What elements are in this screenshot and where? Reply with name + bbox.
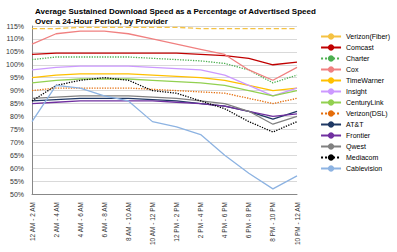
svg-text:55%: 55% <box>10 178 24 185</box>
svg-text:80%: 80% <box>10 113 24 120</box>
svg-text:4 PM - 6 PM: 4 PM - 6 PM <box>221 202 228 238</box>
svg-text:90%: 90% <box>10 87 24 94</box>
svg-text:Over a 24-Hour Period, by Prov: Over a 24-Hour Period, by Provider <box>35 17 168 26</box>
svg-text:2 AM - 4 AM: 2 AM - 4 AM <box>53 202 60 237</box>
svg-text:Verizon(DSL): Verizon(DSL) <box>346 110 388 118</box>
svg-text:50%: 50% <box>10 191 24 198</box>
svg-text:Cox: Cox <box>346 66 359 73</box>
svg-text:Mediacom: Mediacom <box>346 154 378 161</box>
svg-text:65%: 65% <box>10 152 24 159</box>
svg-text:12 AM - 2 AM: 12 AM - 2 AM <box>29 202 36 241</box>
svg-text:Average Sustained Download Spe: Average Sustained Download Speed as a Pe… <box>35 7 316 16</box>
svg-text:Frontier: Frontier <box>346 132 371 139</box>
svg-text:100%: 100% <box>6 61 24 68</box>
svg-text:12 PM - 2 PM: 12 PM - 2 PM <box>173 202 180 242</box>
svg-text:105%: 105% <box>6 48 24 55</box>
svg-text:Insight: Insight <box>346 88 367 96</box>
svg-text:115%: 115% <box>7 23 24 30</box>
svg-text:Comcast: Comcast <box>346 44 374 51</box>
svg-text:75%: 75% <box>10 126 24 133</box>
svg-text:70%: 70% <box>10 139 24 146</box>
svg-text:10 PM - 12 AM: 10 PM - 12 AM <box>294 202 301 245</box>
svg-text:2 PM - 4 PM: 2 PM - 4 PM <box>197 202 204 238</box>
svg-text:Verizon(Fiber): Verizon(Fiber) <box>346 33 390 41</box>
svg-text:10 AM - 12 PM: 10 AM - 12 PM <box>149 202 156 245</box>
svg-text:Qwest: Qwest <box>346 143 366 151</box>
svg-text:4 AM - 6 AM: 4 AM - 6 AM <box>77 202 84 237</box>
svg-text:85%: 85% <box>10 100 24 107</box>
svg-text:CenturyLink: CenturyLink <box>346 99 384 107</box>
svg-text:95%: 95% <box>10 74 24 81</box>
svg-text:8 AM - 10 AM: 8 AM - 10 AM <box>125 202 132 241</box>
svg-text:Cablevision: Cablevision <box>346 165 382 172</box>
svg-text:8 PM - 10 PM: 8 PM - 10 PM <box>269 202 276 242</box>
svg-text:6 AM - 8 AM: 6 AM - 8 AM <box>101 202 108 237</box>
svg-text:Charter: Charter <box>346 55 370 62</box>
svg-text:TimeWarner: TimeWarner <box>346 77 385 84</box>
svg-text:AT&T: AT&T <box>346 121 364 128</box>
svg-text:6 PM - 8 PM: 6 PM - 8 PM <box>245 202 252 238</box>
svg-text:110%: 110% <box>7 35 24 42</box>
svg-text:60%: 60% <box>10 165 24 172</box>
